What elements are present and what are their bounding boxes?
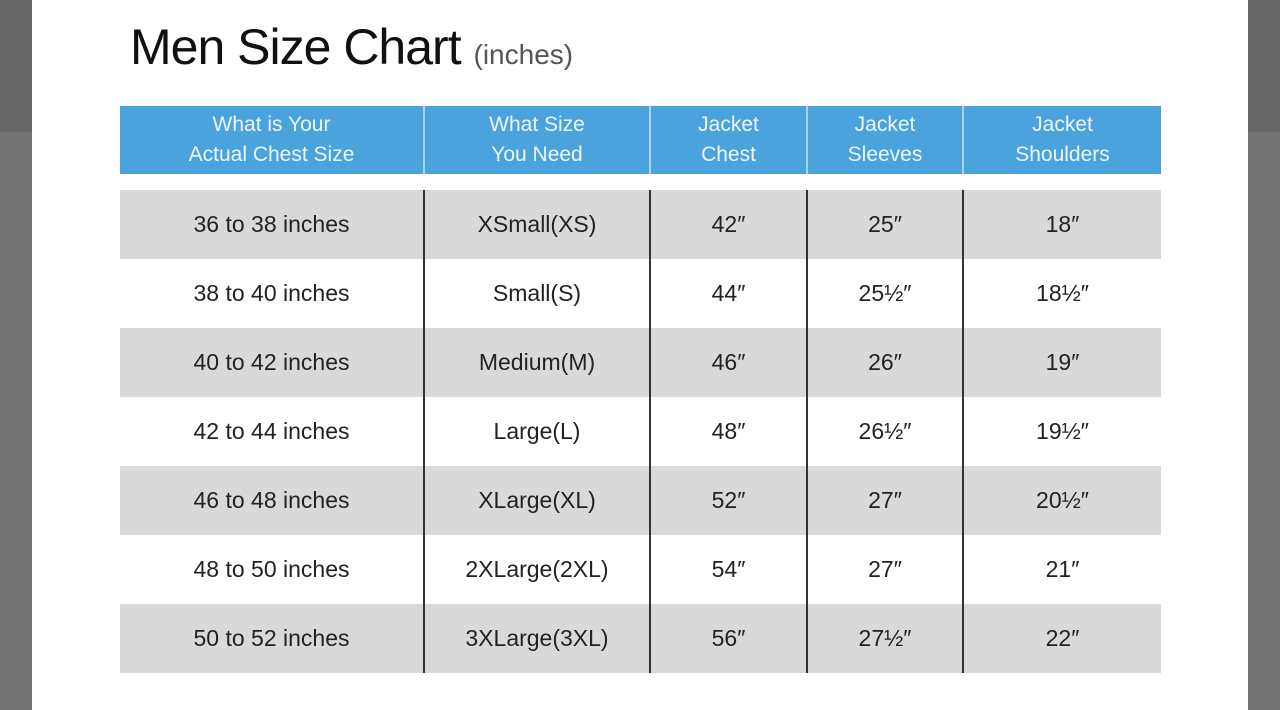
cell-jacket-chest: 54″	[651, 535, 808, 604]
cell-jacket-sleeves: 25½″	[808, 259, 964, 328]
table-row: 50 to 52 inches 3XLarge(3XL) 56″ 27½″ 22″	[120, 604, 1161, 673]
cell-jacket-chest: 42″	[651, 190, 808, 259]
cell-chest-size: 50 to 52 inches	[120, 604, 425, 673]
cell-jacket-sleeves: 26½″	[808, 397, 964, 466]
cell-size: XSmall(XS)	[425, 190, 651, 259]
table-body: 36 to 38 inches XSmall(XS) 42″ 25″ 18″ 38 to …	[120, 190, 1161, 673]
cell-jacket-shoulders: 22″	[1045, 625, 1080, 651]
cell-jacket-chest: 52″	[651, 466, 808, 535]
cell-jacket-sleeves: 27″	[808, 466, 964, 535]
size-chart-image: Men Size Chart (inches) What is Your Act…	[32, 0, 1248, 710]
cell-jacket-sleeves: 27½″	[808, 604, 964, 673]
table-row: 40 to 42 inches Medium(M) 46″ 26″ 19″	[120, 328, 1161, 397]
cell-jacket-chest: 48″	[651, 397, 808, 466]
cell-jacket-shoulders: 20½″	[1036, 487, 1089, 513]
cell-jacket-sleeves: 25″	[808, 190, 964, 259]
title-text: Men Size Chart	[130, 19, 462, 75]
title-unit: (inches)	[473, 39, 574, 70]
cell-chest-size: 38 to 40 inches	[120, 259, 425, 328]
table-row: 38 to 40 inches Small(S) 44″ 25½″ 18½″	[120, 259, 1161, 328]
header-size-needed: What Size You Need	[425, 106, 651, 174]
cell-jacket-shoulders: 19″	[1045, 349, 1080, 375]
table-row: 48 to 50 inches 2XLarge(2XL) 54″ 27″ 21″	[120, 535, 1161, 604]
cell-size: XLarge(XL)	[425, 466, 651, 535]
cell-jacket-sleeves: 26″	[808, 328, 964, 397]
header-jacket-shoulders: Jacket Shoulders	[1015, 113, 1110, 166]
cell-size: 2XLarge(2XL)	[425, 535, 651, 604]
header-chest-size: What is Your Actual Chest Size	[120, 106, 425, 174]
header-jacket-chest: Jacket Chest	[651, 106, 808, 174]
cell-size: Medium(M)	[425, 328, 651, 397]
table-row: 36 to 38 inches XSmall(XS) 42″ 25″ 18″	[120, 190, 1161, 259]
table-row: 42 to 44 inches Large(L) 48″ 26½″ 19½″	[120, 397, 1161, 466]
header-jacket-sleeves: Jacket Sleeves	[808, 106, 964, 174]
cell-jacket-chest: 56″	[651, 604, 808, 673]
chart-title: Men Size Chart (inches)	[130, 18, 573, 76]
cell-chest-size: 46 to 48 inches	[120, 466, 425, 535]
cell-jacket-sleeves: 27″	[808, 535, 964, 604]
cell-size: 3XLarge(3XL)	[425, 604, 651, 673]
cell-jacket-chest: 44″	[651, 259, 808, 328]
cell-jacket-shoulders: 18″	[1045, 211, 1080, 237]
cell-chest-size: 48 to 50 inches	[120, 535, 425, 604]
cell-chest-size: 40 to 42 inches	[120, 328, 425, 397]
cell-chest-size: 36 to 38 inches	[120, 190, 425, 259]
cell-chest-size: 42 to 44 inches	[120, 397, 425, 466]
cell-jacket-shoulders: 18½″	[1036, 280, 1089, 306]
cell-jacket-chest: 46″	[651, 328, 808, 397]
cell-size: Large(L)	[425, 397, 651, 466]
cell-jacket-shoulders: 21″	[1045, 556, 1080, 582]
table-header: What is Your Actual Chest Size What Size…	[120, 106, 1161, 174]
cell-size: Small(S)	[425, 259, 651, 328]
table-row: 46 to 48 inches XLarge(XL) 52″ 27″ 20½″	[120, 466, 1161, 535]
cell-jacket-shoulders: 19½″	[1036, 418, 1089, 444]
